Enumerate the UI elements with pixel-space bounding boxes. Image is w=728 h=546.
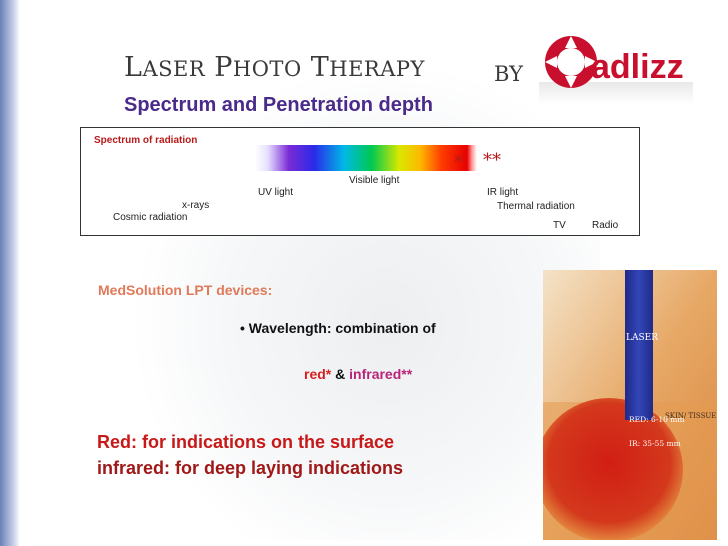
- spectrum-title: Spectrum of radiation: [94, 135, 198, 146]
- wavelength-combination: red* & infrared**: [304, 366, 412, 382]
- wavelength-bullet: • Wavelength: combination of: [240, 320, 436, 336]
- infrared-marker-stars: **: [483, 150, 501, 171]
- slide-title: LASER PHOTO THERAPY: [124, 52, 425, 83]
- label-uv-light: UV light: [258, 187, 294, 198]
- ir-depth-label: IR: 35-55 mm: [629, 439, 681, 448]
- skin-label: SKIN/ TISSUE: [665, 412, 716, 420]
- title-word-therapy: THERAPY: [310, 52, 425, 83]
- red-marker-star: *: [454, 152, 463, 173]
- label-visible-light: Visible light: [349, 175, 400, 186]
- visible-spectrum-bar: [255, 145, 467, 171]
- by-label: BY: [494, 62, 523, 86]
- laser-beam: [625, 270, 653, 420]
- label-x-rays: x-rays: [182, 200, 210, 211]
- red-word: red*: [304, 366, 332, 382]
- spectrum-diagram-frame: [80, 127, 640, 236]
- logo-text: adlizz: [591, 48, 684, 86]
- ampersand: &: [335, 366, 346, 382]
- subtitle: Spectrum and Penetration depth: [124, 94, 433, 116]
- infrared-word: infrared**: [349, 366, 413, 382]
- penetration-depth-figure: LASER SKIN/ TISSUE RED: 6-10 mm IR: 35-5…: [543, 270, 717, 540]
- laser-label: LASER: [626, 333, 658, 343]
- title-word-photo: PHOTO: [214, 52, 302, 83]
- penetration-glow: [543, 398, 683, 540]
- label-tv: TV: [553, 220, 566, 231]
- spectrum-bar-tail: [467, 145, 477, 171]
- adlizz-logo: adlizz: [537, 22, 695, 106]
- left-decorative-bar: [0, 0, 20, 546]
- red-indication-text: Red: for indications on the surface: [97, 432, 395, 452]
- label-ir-light: IR light: [487, 187, 519, 198]
- devices-heading: MedSolution LPT devices:: [98, 282, 273, 298]
- red-depth-label: RED: 6-10 mm: [629, 415, 685, 424]
- infrared-indication-text: infrared: for deep laying indications: [97, 458, 404, 478]
- label-cosmic-radiation: Cosmic radiation: [113, 212, 188, 223]
- label-thermal-radiation: Thermal radiation: [497, 201, 575, 212]
- label-radio: Radio: [592, 220, 619, 231]
- title-word-laser: LASER: [124, 52, 206, 83]
